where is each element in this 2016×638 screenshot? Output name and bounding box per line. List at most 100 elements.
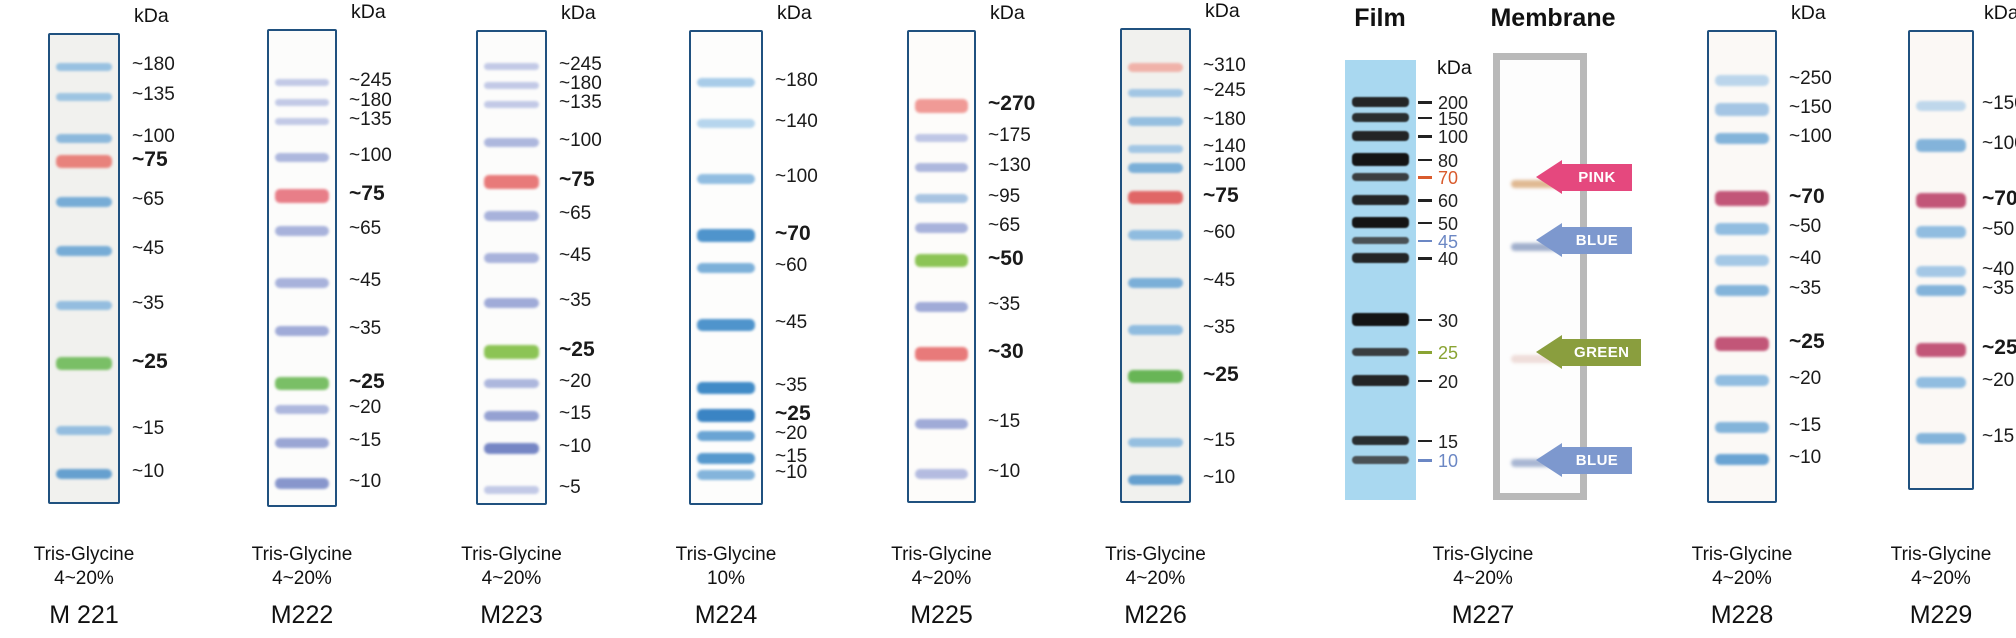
band-35kda (56, 301, 112, 310)
band-65kda (914, 223, 969, 233)
tick-mark (1418, 199, 1432, 202)
gel-chemistry-label: Tris-Glycine (1105, 544, 1206, 565)
gel-type-label: Tris-Glycine 4~20% (1841, 543, 2016, 591)
kda-unit-label: kDa (990, 2, 1025, 24)
band-label: 100 (1438, 127, 1469, 147)
band-label: ~20 (349, 396, 382, 418)
band-label: ~75 (349, 182, 385, 205)
arrow-label: PINK (1562, 163, 1632, 191)
band-label: 45 (1438, 231, 1459, 252)
band-45kda (56, 246, 112, 256)
kda-unit-label: kDa (777, 2, 812, 24)
band-label: ~10 (988, 461, 1021, 482)
arrow-label: BLUE (1562, 226, 1632, 254)
band-10kda (1128, 475, 1183, 485)
tick-mark (1418, 257, 1432, 260)
band-label: ~130 (988, 154, 1031, 176)
left-arrow-head-icon (1536, 223, 1562, 257)
band-label: ~180 (132, 54, 175, 75)
film-band-60kda (1352, 195, 1409, 205)
tick-mark (1418, 158, 1432, 161)
film-band-20kda (1352, 375, 1409, 386)
band-15kda (1714, 422, 1770, 433)
gel-percentage-label: 10% (706, 568, 746, 589)
band-40kda (1714, 255, 1770, 266)
gel-type-label: Tris-Glycine 4~20% (1056, 543, 1256, 591)
band-label: ~75 (1203, 183, 1239, 207)
band-140kda (1128, 145, 1183, 153)
kda-unit-label: kDa (1984, 2, 2016, 24)
gel-percentage-label: 4~20% (911, 568, 972, 589)
band-180kda (274, 99, 330, 106)
band-label: 40 (1438, 249, 1459, 269)
blue-arrow: BLUE (1536, 223, 1632, 257)
band-label: ~100 (349, 144, 392, 166)
gel-chemistry-label: Tris-Glycine (891, 544, 992, 565)
band-180kda (1128, 117, 1183, 126)
band-label: ~180 (559, 72, 602, 94)
band-label: ~245 (349, 69, 392, 91)
band-label: ~270 (988, 92, 1036, 115)
film-header: Film (1354, 4, 1406, 32)
gel-chemistry-label: Tris-Glycine (1432, 544, 1534, 565)
band-label: ~5 (559, 477, 581, 498)
band-label: ~35 (1789, 277, 1822, 299)
band-10kda (484, 443, 539, 454)
band-label: ~100 (1203, 155, 1246, 176)
film-band-50kda (1352, 217, 1409, 228)
gel-chemistry-label: Tris-Glycine (675, 544, 777, 565)
film-band-25kda (1352, 348, 1409, 356)
membrane-band (1511, 243, 1561, 251)
band-label: ~35 (775, 375, 808, 396)
band-45kda (274, 278, 330, 288)
band-15kda (484, 411, 539, 421)
band-75kda (484, 175, 539, 189)
band-label: ~140 (1203, 136, 1246, 157)
band-label: ~70 (1982, 186, 2016, 210)
band-95kda (914, 194, 969, 203)
band-15kda (914, 419, 969, 429)
band-20kda (697, 431, 755, 441)
gel-percentage-label: 4~20% (1125, 568, 1186, 589)
band-10kda (1714, 454, 1770, 465)
gel-type-label: Tris-Glycine 4~20% (1642, 543, 1842, 591)
tick-mark (1418, 221, 1432, 224)
band-25kda (56, 357, 112, 370)
band-label: ~65 (132, 189, 165, 210)
band-label: ~25 (775, 401, 811, 425)
left-arrow-head-icon (1536, 443, 1562, 477)
blue-arrow: BLUE (1536, 443, 1632, 477)
band-100kda (1128, 163, 1183, 173)
band-150kda (1714, 103, 1770, 116)
band-180kda (697, 78, 755, 87)
band-35kda (484, 298, 539, 308)
band-35kda (697, 382, 755, 394)
band-10kda (56, 469, 112, 479)
band-label: ~135 (349, 108, 392, 130)
tick-mark (1418, 239, 1432, 242)
gel-type-label: Tris-Glycine 4~20% (0, 543, 184, 591)
band-60kda (1128, 230, 1183, 240)
band-180kda (484, 82, 539, 89)
band-40kda (1915, 266, 1967, 277)
lane-name: M229 (1909, 601, 1973, 629)
band-label: ~45 (1203, 270, 1236, 291)
band-50kda (914, 254, 969, 267)
band-100kda (697, 174, 755, 184)
band-70kda (697, 229, 755, 242)
membrane-header: Membrane (1490, 4, 1616, 32)
band-label: ~35 (349, 318, 382, 339)
membrane-panel (1493, 53, 1587, 500)
band-label: ~70 (775, 221, 811, 245)
band-label: ~65 (349, 218, 382, 239)
band-label: ~15 (988, 411, 1021, 432)
band-35kda (1128, 325, 1183, 335)
band-label: ~100 (559, 129, 602, 151)
band-label: ~65 (988, 215, 1021, 236)
pink-arrow: PINK (1536, 160, 1632, 194)
gel-chemistry-label: Tris-Glycine (461, 544, 562, 565)
band-label: ~25 (132, 349, 168, 373)
